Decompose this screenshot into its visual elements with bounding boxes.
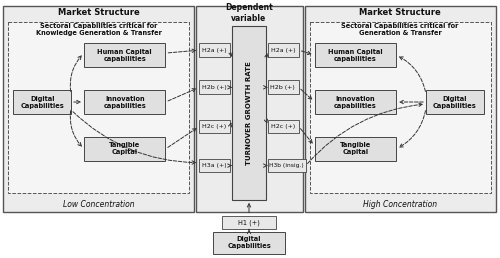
Bar — [84, 90, 166, 114]
Bar — [268, 120, 298, 133]
Text: Human Capital
capabilities: Human Capital capabilities — [98, 49, 152, 62]
Bar — [310, 22, 490, 193]
Text: Market Structure: Market Structure — [360, 9, 441, 18]
Text: H2b (+): H2b (+) — [202, 85, 226, 90]
Text: H1 (+): H1 (+) — [238, 219, 260, 225]
Bar — [200, 43, 230, 57]
Text: Human Capital
capabilities: Human Capital capabilities — [328, 49, 382, 62]
Bar — [268, 80, 298, 94]
Text: H2b (+): H2b (+) — [270, 85, 295, 90]
Bar — [314, 90, 396, 114]
Bar — [84, 137, 166, 161]
Bar — [84, 43, 166, 67]
Bar — [268, 159, 306, 172]
Text: High Concentration: High Concentration — [363, 200, 437, 209]
Text: H3a (+): H3a (+) — [202, 163, 226, 168]
Bar — [426, 90, 484, 114]
Text: Innovation
capabilities: Innovation capabilities — [104, 95, 146, 109]
Text: H2a (+): H2a (+) — [270, 48, 295, 53]
Text: Digital
Capabilities: Digital Capabilities — [433, 95, 476, 109]
Bar — [200, 159, 230, 172]
Bar — [314, 137, 396, 161]
Text: H2c (+): H2c (+) — [202, 124, 226, 129]
Bar — [4, 6, 194, 212]
Text: Tangible
Capital: Tangible Capital — [340, 142, 371, 156]
Text: Digital
Capabilities: Digital Capabilities — [20, 95, 64, 109]
Text: H2a (+): H2a (+) — [202, 48, 226, 53]
Bar — [200, 120, 230, 133]
Text: Digital
Capabilities: Digital Capabilities — [227, 236, 271, 249]
Text: Low Concentration: Low Concentration — [63, 200, 134, 209]
Text: H3b (insig.): H3b (insig.) — [270, 163, 304, 168]
Bar — [222, 215, 276, 229]
Text: Tangible
Capital: Tangible Capital — [109, 142, 140, 156]
Bar — [196, 6, 302, 212]
Bar — [314, 43, 396, 67]
Text: H2c (+): H2c (+) — [270, 124, 295, 129]
Text: Sectoral Capabilities critical for
Knowledge Generation & Transfer: Sectoral Capabilities critical for Knowl… — [36, 23, 162, 36]
Text: Dependent
variable: Dependent variable — [225, 3, 273, 23]
Text: Market Structure: Market Structure — [58, 9, 140, 18]
Bar — [268, 43, 298, 57]
Bar — [213, 232, 285, 254]
Bar — [8, 22, 190, 193]
Bar — [200, 80, 230, 94]
Bar — [14, 90, 71, 114]
Bar — [232, 26, 266, 200]
Text: Sectoral Capabilities critical for
Generation & Transfer: Sectoral Capabilities critical for Gener… — [342, 23, 459, 36]
Bar — [304, 6, 496, 212]
Text: Innovation
capabilities: Innovation capabilities — [334, 95, 377, 109]
Text: TURNOVER GROWTH RATE: TURNOVER GROWTH RATE — [246, 61, 252, 165]
